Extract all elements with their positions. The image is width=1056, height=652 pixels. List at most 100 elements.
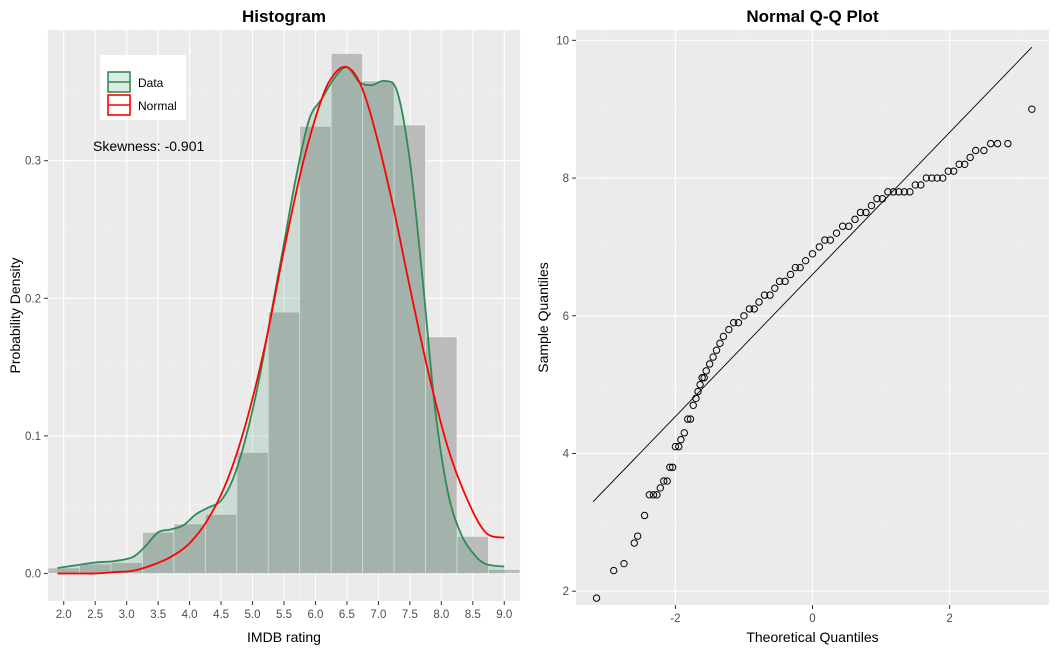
qq-point bbox=[815, 243, 824, 251]
qq-point bbox=[900, 188, 909, 196]
histogram-x-tick-label: 8.5 bbox=[465, 609, 481, 621]
qq-point bbox=[653, 491, 661, 499]
qq-point bbox=[702, 367, 710, 375]
histogram-bar bbox=[236, 452, 269, 574]
histogram-y-axis-label: Probability Density bbox=[7, 258, 23, 374]
histogram-panel: 2.0 2.5 3.0 3.5 4.0 4.5 5.0 5.5 6.0 6.5 7.0 7.5 8.0 8… bbox=[7, 7, 521, 645]
qq-point bbox=[922, 174, 930, 182]
qq-point bbox=[928, 174, 936, 182]
histogram-x-tick-label: 9.0 bbox=[496, 609, 512, 621]
qq-point bbox=[696, 380, 704, 389]
qq-point bbox=[993, 139, 1002, 148]
histogram-x-tick-label: 7.5 bbox=[402, 609, 418, 621]
qq-point bbox=[791, 263, 800, 272]
qq-point bbox=[620, 559, 628, 568]
qq-point bbox=[775, 277, 784, 286]
qq-point bbox=[734, 318, 743, 327]
histogram-bar bbox=[204, 513, 238, 574]
qq-point bbox=[692, 394, 700, 403]
qq-point bbox=[630, 539, 638, 547]
qq-reference-line bbox=[592, 46, 1033, 503]
qq-point bbox=[610, 566, 618, 575]
qq-point bbox=[826, 236, 835, 244]
qq-point bbox=[716, 339, 724, 348]
qq-point bbox=[933, 174, 941, 182]
qq-y-tick-label: 10 bbox=[556, 35, 569, 47]
qq-point bbox=[677, 436, 685, 444]
qq-point bbox=[939, 174, 947, 182]
qq-title: Normal Q-Q Plot bbox=[746, 7, 879, 26]
qq-point bbox=[698, 374, 706, 382]
qq-point bbox=[750, 305, 758, 313]
qq-y-tick-label: 6 bbox=[563, 311, 569, 323]
data-density-line bbox=[57, 66, 505, 569]
qq-point bbox=[944, 167, 952, 175]
qq-point bbox=[889, 188, 898, 196]
histogram-x-tick-label: 2.0 bbox=[56, 609, 72, 621]
qq-point bbox=[906, 188, 914, 196]
histogram-y-tick-label: 0.2 bbox=[25, 293, 41, 305]
qq-point bbox=[771, 284, 779, 292]
qq-point bbox=[873, 195, 881, 203]
qq-point bbox=[705, 360, 714, 368]
histogram-x-tick-label: 4.0 bbox=[182, 609, 198, 621]
histogram-bar bbox=[362, 80, 395, 574]
histogram-x-tick-label: 6.5 bbox=[339, 609, 355, 621]
qq-point bbox=[917, 181, 925, 189]
qq-point bbox=[668, 463, 677, 471]
qq-point bbox=[694, 387, 702, 396]
histogram-x-tick-label: 8.0 bbox=[433, 609, 449, 621]
qq-x-tick-label: -2 bbox=[670, 613, 680, 625]
histogram-x-tick-label: 4.5 bbox=[213, 609, 229, 621]
qq-point bbox=[680, 429, 689, 437]
qq-point bbox=[856, 208, 865, 217]
qq-point bbox=[689, 401, 697, 409]
qq-point bbox=[592, 594, 601, 602]
qq-point bbox=[808, 250, 817, 258]
histogram-y-tick-label: 0.3 bbox=[25, 156, 41, 168]
qq-point bbox=[649, 491, 658, 499]
qq-point bbox=[729, 318, 738, 327]
qq-point bbox=[781, 277, 789, 286]
qq-point bbox=[1028, 105, 1036, 113]
qq-point bbox=[755, 298, 763, 306]
qq-point bbox=[633, 532, 642, 540]
histogram-bar bbox=[456, 535, 489, 574]
qq-point bbox=[686, 415, 695, 423]
qq-point bbox=[712, 346, 721, 354]
histogram-x-tick-label: 7.0 bbox=[370, 609, 386, 621]
qq-point bbox=[845, 222, 853, 230]
qq-point bbox=[656, 484, 665, 492]
qq-point bbox=[660, 477, 668, 485]
qq-y-tick-label: 4 bbox=[563, 449, 570, 461]
qq-point bbox=[1004, 139, 1012, 148]
qq-point bbox=[878, 195, 887, 203]
qq-point bbox=[851, 215, 859, 224]
qq-point bbox=[640, 511, 649, 520]
qq-point bbox=[950, 167, 958, 175]
histogram-bar bbox=[330, 52, 364, 574]
qq-point bbox=[832, 229, 841, 237]
qq-point bbox=[960, 160, 969, 168]
histogram-x-tick-label: 2.5 bbox=[87, 609, 103, 621]
legend-label-data: Data bbox=[138, 76, 164, 90]
qq-point bbox=[966, 153, 974, 162]
skewness-annotation: Skewness: -0.901 bbox=[93, 138, 204, 154]
qq-point bbox=[760, 291, 769, 299]
qq-x-tick-label: 0 bbox=[809, 613, 815, 625]
histogram-x-tick-label: 5.5 bbox=[276, 609, 292, 621]
data-density-area bbox=[57, 67, 505, 574]
qq-point bbox=[684, 415, 692, 423]
histogram-bar bbox=[267, 311, 301, 574]
histogram-x-tick-label: 3.5 bbox=[150, 609, 166, 621]
qq-y-tick-label: 8 bbox=[563, 173, 569, 185]
qq-point bbox=[796, 263, 804, 272]
qq-point bbox=[745, 305, 754, 313]
histogram-x-tick-label: 6.0 bbox=[307, 609, 323, 621]
qq-point bbox=[663, 477, 671, 485]
histogram-title: Histogram bbox=[242, 7, 326, 26]
qq-point bbox=[671, 442, 680, 451]
qq-point bbox=[666, 463, 674, 471]
qq-point bbox=[895, 188, 903, 196]
